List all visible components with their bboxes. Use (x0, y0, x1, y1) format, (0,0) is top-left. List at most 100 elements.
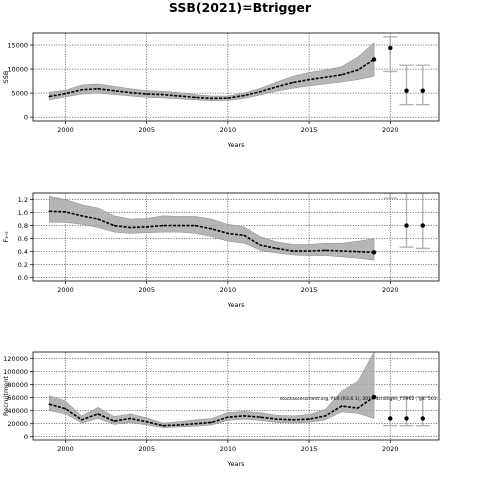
median-point (340, 74, 343, 76)
axes-frame (32, 32, 440, 122)
forecast-median-point (420, 416, 425, 421)
median-point (308, 78, 310, 81)
median-point (194, 96, 197, 99)
median-point (243, 415, 245, 417)
x-tick-label: 2020 (382, 286, 399, 294)
median-point (129, 417, 132, 420)
forecast-2022 (415, 64, 430, 106)
median-point (48, 95, 50, 98)
x-tick-label: 2010 (220, 286, 237, 294)
y-tick-label: 1.0 (18, 209, 28, 217)
forecast-median-point (388, 416, 393, 421)
x-tick-label: 2015 (301, 126, 318, 134)
y-axis-label: SSB (2, 71, 10, 84)
median-point (275, 86, 278, 88)
chart-panel-2: 2000 2005 2010 2015 2020 0.0 0.2 0.4 0.6 0.8 1.0 1.… (2, 192, 440, 309)
median-point (324, 249, 327, 252)
median-point (129, 91, 132, 94)
median-line (49, 396, 375, 427)
y-tick-label: 0 (24, 433, 28, 441)
forecast-2021 (399, 193, 414, 248)
forecast-median-point (388, 45, 393, 51)
median-point (178, 95, 180, 97)
median-point (210, 421, 213, 424)
confidence-band (48, 42, 375, 102)
forecast-median-point (404, 223, 409, 228)
median-point (48, 403, 50, 405)
forecast-2020 (383, 396, 398, 427)
median-point (64, 408, 67, 410)
median-point (292, 81, 294, 84)
x-axis-label: Years (226, 460, 245, 468)
x-tick-label: 2005 (138, 445, 155, 453)
forecast-2022 (415, 396, 430, 427)
last-year-point (371, 250, 377, 255)
y-tick-label: 100000 (3, 368, 28, 376)
x-tick-label: 2005 (138, 286, 155, 294)
chart-panel-3: 2000 2005 2010 2015 2020 0 20000 40000 60000 8000… (2, 351, 441, 468)
median-point (357, 69, 359, 71)
median-point (259, 90, 262, 93)
median-point (64, 211, 67, 213)
y-tick-label: 0.4 (18, 248, 28, 256)
median-point (227, 97, 229, 99)
median-point (243, 234, 245, 237)
median-point (162, 224, 164, 227)
y-tick-label: 0.0 (18, 274, 28, 282)
median-point (340, 405, 343, 407)
median-point (145, 421, 148, 423)
median-point (324, 415, 327, 417)
x-tick-label: 2000 (57, 286, 74, 294)
median-point (292, 419, 294, 421)
median-point (64, 92, 67, 95)
axes-frame (32, 351, 440, 441)
median-point (227, 416, 229, 418)
forecast-2020 (383, 36, 398, 73)
median-point (145, 226, 148, 228)
forecast-2020 (383, 193, 398, 199)
median-point (210, 228, 213, 230)
median-point (340, 250, 343, 252)
x-tick-label: 2015 (301, 286, 318, 294)
median-point (81, 89, 83, 91)
forecast-median-point (420, 223, 425, 228)
median-point (324, 76, 327, 78)
median-point (292, 250, 294, 252)
provenance-annotation: stockassessment.org, FLR (R3.6.1), 2019.… (280, 396, 441, 402)
axes-frame (32, 192, 440, 282)
last-year-point (371, 57, 377, 62)
median-point (227, 232, 229, 235)
median-point (275, 418, 278, 420)
figure-title: SSB(2021)=Btrigger (169, 0, 312, 15)
forecast-median-point (404, 416, 409, 421)
median-point (357, 250, 359, 253)
y-tick-label: 40000 (7, 407, 28, 415)
median-point (194, 423, 197, 425)
x-axis-label: Years (226, 301, 245, 309)
median-point (113, 420, 115, 422)
y-tick-label: 20000 (7, 420, 28, 428)
x-tick-label: 2005 (138, 126, 155, 134)
median-point (178, 224, 180, 227)
median-point (162, 424, 164, 427)
last-year-point (371, 394, 377, 400)
median-point (48, 210, 50, 212)
median-point (178, 424, 180, 426)
median-point (162, 93, 164, 96)
y-tick-label: 80000 (7, 381, 28, 389)
y-tick-label: 120000 (3, 355, 28, 363)
forecast-2022 (415, 193, 430, 250)
x-tick-label: 2020 (382, 445, 399, 453)
median-point (308, 418, 310, 420)
median-point (145, 93, 148, 95)
forecast-median-point (404, 88, 409, 93)
median-point (97, 218, 99, 220)
y-tick-label: 0.6 (18, 235, 28, 243)
median-point (113, 224, 115, 227)
y-tick-label: 15000 (7, 41, 28, 49)
y-tick-label: 60000 (7, 394, 28, 402)
x-tick-label: 2000 (57, 126, 74, 134)
y-tick-label: 1.2 (18, 196, 28, 204)
y-tick-label: 5000 (11, 89, 28, 97)
